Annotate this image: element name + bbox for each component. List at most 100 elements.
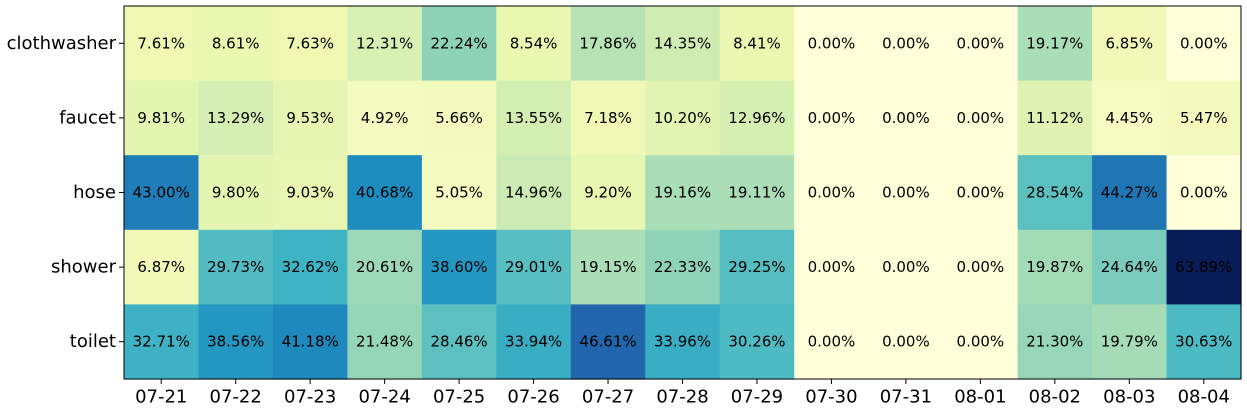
heatmap-cell	[272, 80, 348, 156]
heatmap-cell-label: 13.55%	[505, 109, 562, 127]
heatmap-cell-label: 13.29%	[207, 109, 264, 127]
y-axis: clothwasher faucet hose shower toilet	[7, 33, 124, 352]
heatmap-cell-label: 7.18%	[584, 109, 632, 127]
x-tick-label: 07-27	[582, 387, 634, 408]
heatmap-cell-label: 0.00%	[882, 109, 930, 127]
heatmap-cell-label: 19.17%	[1026, 34, 1083, 52]
heatmap-cell-label: 0.00%	[957, 109, 1005, 127]
heatmap-cell-label: 22.33%	[654, 258, 711, 276]
heatmap-cell	[1166, 6, 1242, 82]
heatmap-cell-label: 0.00%	[808, 258, 856, 276]
heatmap-cell-label: 9.03%	[286, 184, 334, 202]
heatmap-cell-label: 0.00%	[808, 333, 856, 351]
heatmap-cell	[868, 304, 944, 380]
heatmap-cell-label: 12.96%	[728, 109, 785, 127]
y-tick-label: shower	[51, 257, 117, 278]
heatmap-cell	[198, 80, 274, 156]
heatmap-cell-label: 0.00%	[957, 34, 1005, 52]
heatmap-cell-label: 0.00%	[882, 34, 930, 52]
heatmap-cell	[1017, 6, 1093, 82]
x-axis: 07-21 07-22 07-23 07-24 07-25 07-26 07-27 07-28…	[135, 379, 1230, 408]
heatmap-cell	[1017, 229, 1093, 305]
heatmap-cell-label: 9.20%	[584, 184, 632, 202]
heatmap-cell	[570, 80, 646, 156]
heatmap-cell	[496, 80, 572, 156]
heatmap-cell	[719, 80, 795, 156]
heatmap-cell-label: 10.20%	[654, 109, 711, 127]
y-tick-label: clothwasher	[7, 33, 117, 54]
heatmap-cell-label: 8.61%	[212, 34, 260, 52]
heatmap-cell	[645, 80, 721, 156]
heatmap-cell	[124, 304, 200, 380]
heatmap-cell	[421, 155, 497, 231]
heatmap-cell	[421, 229, 497, 305]
heatmap-cell	[124, 229, 200, 305]
heatmap-cell-label: 12.31%	[356, 34, 413, 52]
heatmap-cell-label: 9.80%	[212, 184, 260, 202]
heatmap-cell	[272, 229, 348, 305]
heatmap-cell	[1017, 304, 1093, 380]
heatmap-cell-label: 9.53%	[286, 109, 334, 127]
heatmap-cell	[1166, 229, 1242, 305]
heatmap-cell-label: 19.15%	[579, 258, 636, 276]
heatmap-cell-label: 0.00%	[882, 333, 930, 351]
heatmap-cell-label: 17.86%	[579, 34, 636, 52]
heatmap-cell-label: 8.54%	[510, 34, 558, 52]
x-tick-label: 08-03	[1103, 387, 1155, 408]
x-tick-label: 08-02	[1029, 387, 1081, 408]
heatmap-cell-label: 20.61%	[356, 258, 413, 276]
heatmap-cell-label: 0.00%	[808, 109, 856, 127]
heatmap-cell	[496, 6, 572, 82]
heatmap-cell	[124, 6, 200, 82]
y-tick-label: toilet	[70, 331, 116, 352]
heatmap-cell-label: 21.48%	[356, 333, 413, 351]
heatmap-cell	[347, 6, 423, 82]
heatmap-cell	[570, 304, 646, 380]
heatmap-cell-label: 19.11%	[728, 184, 785, 202]
heatmap-cell	[1166, 80, 1242, 156]
heatmap-cell	[1166, 304, 1242, 380]
heatmap-cell-label: 22.24%	[430, 34, 487, 52]
heatmap-cell-label: 30.26%	[728, 333, 785, 351]
heatmap-cell-label: 0.00%	[882, 184, 930, 202]
heatmap-cell	[570, 6, 646, 82]
heatmap-cell-label: 32.71%	[133, 333, 190, 351]
heatmap-cell	[943, 229, 1019, 305]
heatmap-cell-label: 41.18%	[282, 333, 339, 351]
heatmap-cell-label: 43.00%	[133, 184, 190, 202]
heatmap-cell	[198, 304, 274, 380]
heatmap-cell	[570, 229, 646, 305]
x-tick-label: 07-21	[135, 387, 187, 408]
heatmap-cell	[421, 304, 497, 380]
x-tick-label: 07-25	[433, 387, 485, 408]
heatmap-cell	[496, 304, 572, 380]
x-tick-label: 07-22	[210, 387, 262, 408]
heatmap-cell	[794, 304, 870, 380]
heatmap-cell	[719, 6, 795, 82]
heatmap-cell	[421, 80, 497, 156]
heatmap-cell-label: 4.92%	[361, 109, 409, 127]
heatmap-cell-label: 0.00%	[1180, 34, 1228, 52]
heatmap-cell	[943, 6, 1019, 82]
heatmap-cell-label: 9.81%	[137, 109, 185, 127]
heatmap-cell-label: 29.01%	[505, 258, 562, 276]
heatmap-cell	[1092, 304, 1168, 380]
heatmap-cell	[1092, 155, 1168, 231]
heatmap-cell	[719, 155, 795, 231]
heatmap-cell	[347, 155, 423, 231]
heatmap-cell-label: 24.64%	[1101, 258, 1158, 276]
heatmap-cell	[1017, 80, 1093, 156]
heatmap-cell-label: 11.12%	[1026, 109, 1083, 127]
x-tick-label: 07-24	[358, 387, 410, 408]
heatmap-cell-label: 6.87%	[137, 258, 185, 276]
heatmap-cell	[794, 155, 870, 231]
heatmap-cell	[645, 155, 721, 231]
x-tick-label: 07-28	[656, 387, 708, 408]
heatmap-cell	[794, 229, 870, 305]
x-tick-label: 07-29	[731, 387, 783, 408]
heatmap-cell	[347, 80, 423, 156]
heatmap-cell-label: 29.73%	[207, 258, 264, 276]
heatmap-cell	[1092, 229, 1168, 305]
y-tick-label: faucet	[59, 107, 116, 128]
x-tick-label: 07-30	[805, 387, 857, 408]
